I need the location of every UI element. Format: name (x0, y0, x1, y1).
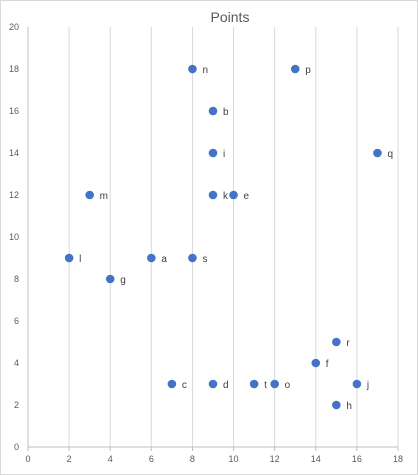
data-point-e (229, 190, 238, 200)
x-tick-label-4: 4 (108, 454, 113, 464)
data-point-p (290, 64, 300, 74)
data-label-g: g (120, 275, 126, 286)
data-point-n (188, 64, 197, 74)
data-point-j (352, 379, 362, 389)
data-label-b: b (223, 107, 229, 118)
data-label-q: q (387, 149, 393, 160)
x-tick-label-10: 10 (229, 454, 239, 464)
data-point-r (332, 337, 341, 347)
x-tick-label-8: 8 (190, 454, 195, 464)
x-tick-label-6: 6 (149, 454, 154, 464)
data-label-k: k (223, 191, 229, 202)
data-point-b (208, 106, 218, 116)
y-tick-label-14: 14 (9, 148, 19, 158)
y-tick-label-8: 8 (14, 274, 19, 284)
data-point-t (249, 379, 259, 389)
x-tick-label-14: 14 (311, 454, 321, 464)
x-tick-label-16: 16 (352, 454, 362, 464)
data-point-h (332, 400, 341, 410)
x-tick-label-18: 18 (393, 454, 403, 464)
data-point-d (208, 379, 218, 389)
data-label-f: f (326, 359, 329, 370)
y-tick-label-20: 20 (9, 22, 19, 32)
data-point-i (208, 148, 218, 158)
y-tick-label-18: 18 (9, 64, 19, 74)
data-label-j: j (366, 380, 369, 391)
data-point-g (105, 274, 115, 284)
data-point-s (188, 253, 197, 263)
data-label-d: d (223, 380, 229, 391)
data-label-s: s (202, 254, 207, 265)
chart-title: Points (211, 9, 250, 25)
data-label-l: l (79, 254, 81, 265)
data-label-n: n (202, 65, 208, 76)
grid-layer (68, 27, 399, 447)
data-point-k (208, 190, 218, 200)
data-point-m (85, 190, 94, 200)
data-label-c: c (182, 380, 187, 391)
x-tick-label-12: 12 (270, 454, 280, 464)
data-point-l (64, 253, 74, 263)
data-label-h: h (346, 401, 352, 412)
y-tick-label-0: 0 (14, 442, 19, 452)
data-point-a (147, 253, 156, 263)
data-label-a: a (161, 254, 167, 265)
data-point-f (311, 358, 321, 368)
axis-layer: 0 2 4 6 8 10 12 14 16 18 0 2 4 6 8 10 12 14 16 18 20 (9, 22, 403, 464)
x-tick-label-0: 0 (25, 454, 30, 464)
data-label-p: p (305, 65, 311, 76)
data-label-i: i (223, 149, 225, 160)
data-label-m: m (100, 191, 108, 202)
data-point-c (167, 379, 177, 389)
y-tick-label-4: 4 (14, 358, 19, 368)
data-label-r: r (346, 338, 350, 349)
y-tick-label-16: 16 (9, 106, 19, 116)
x-tick-label-2: 2 (67, 454, 72, 464)
y-tick-label-2: 2 (14, 400, 19, 410)
points-layer: n p b i q m k e l a s g r f c d t o j h (64, 64, 393, 412)
y-tick-label-12: 12 (9, 190, 19, 200)
y-tick-label-6: 6 (14, 316, 19, 326)
data-label-t: t (264, 380, 267, 391)
data-label-e: e (244, 191, 250, 202)
data-point-o (270, 379, 279, 389)
data-label-o: o (285, 380, 291, 391)
data-point-q (373, 148, 382, 158)
y-tick-label-10: 10 (9, 232, 19, 242)
